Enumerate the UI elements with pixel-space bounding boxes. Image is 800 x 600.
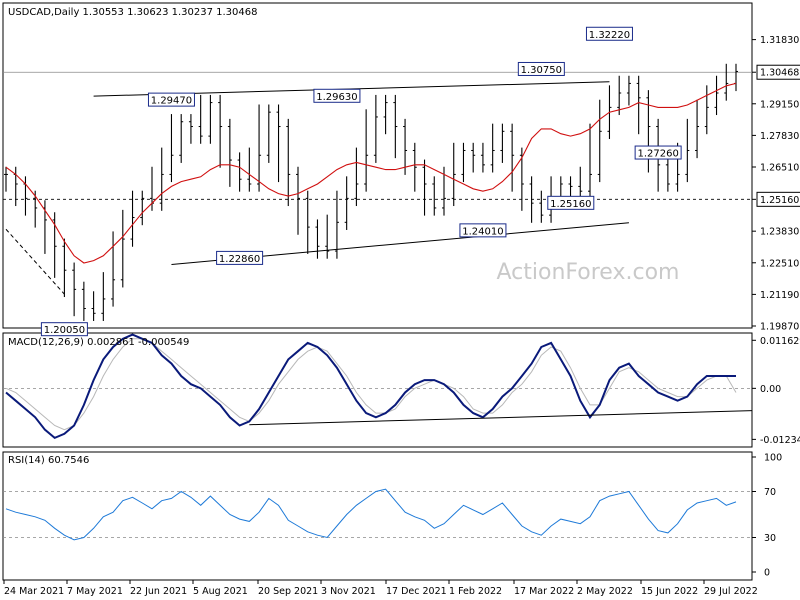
price-tick-label: 1.21190 — [760, 290, 799, 301]
price-tick-label: 1.31830 — [760, 35, 799, 46]
price-tick-label: 1.30468 — [760, 68, 799, 79]
price-label: 1.30750 — [521, 65, 562, 76]
rsi-tick-label: 70 — [764, 487, 776, 498]
macd-tick-label: 0.00 — [760, 384, 781, 395]
watermark: ActionForex.com — [497, 260, 680, 285]
x-tick-label: 29 Jul 2022 — [704, 586, 758, 597]
price-label: 1.32220 — [589, 30, 630, 41]
price-tick-label: 1.27830 — [760, 131, 799, 142]
moving-average-line — [5, 82, 737, 264]
x-tick-label: 15 Jun 2022 — [641, 586, 698, 597]
macd-tick-label: -0.012348 — [760, 435, 800, 446]
x-tick-label: 24 Mar 2021 — [4, 586, 64, 597]
price-label-box — [517, 61, 565, 76]
last-price-box — [756, 64, 800, 80]
x-tick-label: 22 Jun 2021 — [130, 586, 187, 597]
price-tick-label: 1.25160 — [760, 195, 799, 206]
price-label-box — [40, 322, 88, 337]
rsi-tick-label: 100 — [764, 453, 782, 464]
price-tick-label: 1.22510 — [760, 258, 799, 269]
macd-tick-label: 0.011629 — [760, 336, 800, 347]
price-label: 1.29630 — [316, 92, 357, 103]
price-tick-label: 1.19870 — [760, 322, 799, 333]
chart-header: USDCAD,Daily 1.30553 1.30623 1.30237 1.3… — [8, 7, 258, 18]
x-tick-label: 17 Dec 2021 — [386, 586, 447, 597]
price-label: 1.27260 — [637, 149, 678, 160]
x-tick-label: 5 Aug 2021 — [193, 586, 248, 597]
price-tick-label: 1.26510 — [760, 163, 799, 174]
price-tick-label: 1.29150 — [760, 99, 799, 110]
price-label-box — [459, 223, 507, 238]
panel-frame-price — [2, 2, 753, 329]
price-label-box — [313, 88, 361, 103]
macd-title: MACD(12,26,9) 0.002861 -0.000549 — [8, 337, 189, 348]
macd-line — [5, 333, 736, 440]
x-tick-label: 17 Mar 2022 — [514, 586, 574, 597]
rsi-tick-label: 0 — [764, 568, 770, 579]
price-tick-label: 1.23830 — [760, 227, 799, 238]
price-label-box — [585, 26, 633, 41]
price-label: 1.29470 — [151, 96, 192, 107]
macd-support-trendline — [249, 410, 753, 426]
panel-frame-rsi — [2, 451, 753, 581]
rsi-title: RSI(14) 60.7546 — [8, 455, 89, 466]
price-label: 1.20050 — [44, 325, 85, 336]
rsi-line — [5, 488, 737, 541]
price-label-box — [634, 145, 682, 160]
panel-frame-macd — [2, 332, 753, 448]
macd-signal-line — [5, 338, 737, 431]
price-label-box — [216, 250, 264, 265]
rsi-tick-label: 30 — [764, 533, 776, 544]
x-tick-label: 2 May 2022 — [577, 586, 633, 597]
price-label-box — [147, 92, 195, 107]
x-tick-label: 1 Feb 2022 — [449, 586, 502, 597]
price-label: 1.25160 — [550, 199, 591, 210]
level-box — [756, 191, 800, 207]
x-tick-label: 20 Sep 2021 — [258, 586, 318, 597]
x-tick-label: 3 Nov 2021 — [321, 586, 376, 597]
price-label: 1.24010 — [462, 226, 503, 237]
price-label: 1.22860 — [219, 254, 260, 265]
x-tick-label: 7 May 2021 — [67, 586, 123, 597]
early-trendline — [5, 228, 65, 295]
price-label-box — [547, 195, 595, 210]
